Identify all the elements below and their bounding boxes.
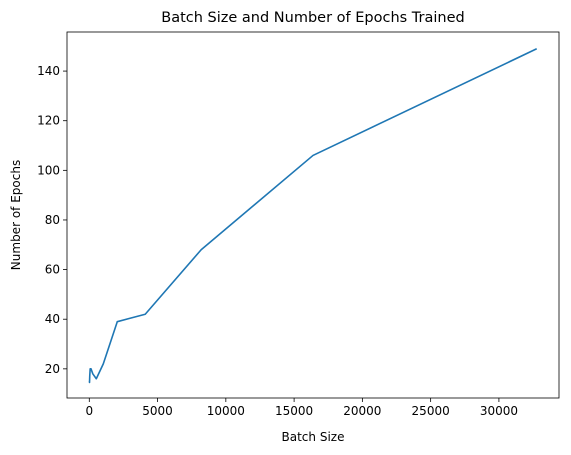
- y-axis: 20 40 60 80 100 120 140: [37, 64, 67, 376]
- x-axis-label: Batch Size: [282, 430, 345, 444]
- y-tick-label: 100: [37, 163, 60, 177]
- x-tick-label: 25000: [412, 404, 450, 418]
- x-tick-label: 15000: [275, 404, 313, 418]
- chart-title: Batch Size and Number of Epochs Trained: [161, 10, 464, 26]
- x-tick-label: 20000: [343, 404, 381, 418]
- x-tick-label: 0: [85, 404, 93, 418]
- y-axis-label: Number of Epochs: [9, 160, 23, 270]
- x-tick-label: 5000: [142, 404, 173, 418]
- y-tick-label: 140: [37, 64, 60, 78]
- y-tick-label: 120: [37, 114, 60, 128]
- plot-frame: [66, 31, 560, 399]
- series-layer: [88, 48, 538, 384]
- x-tick-label: 30000: [480, 404, 518, 418]
- series-line-0: [88, 48, 538, 384]
- y-tick-label: 60: [45, 263, 60, 277]
- plot-area: [66, 31, 560, 399]
- x-tick-label: 10000: [207, 404, 245, 418]
- y-tick-label: 80: [45, 213, 60, 227]
- x-axis: 0 5000 10000 15000 20000 25000 30000: [85, 398, 518, 418]
- y-tick-label: 40: [45, 312, 60, 326]
- y-tick-label: 20: [45, 362, 60, 376]
